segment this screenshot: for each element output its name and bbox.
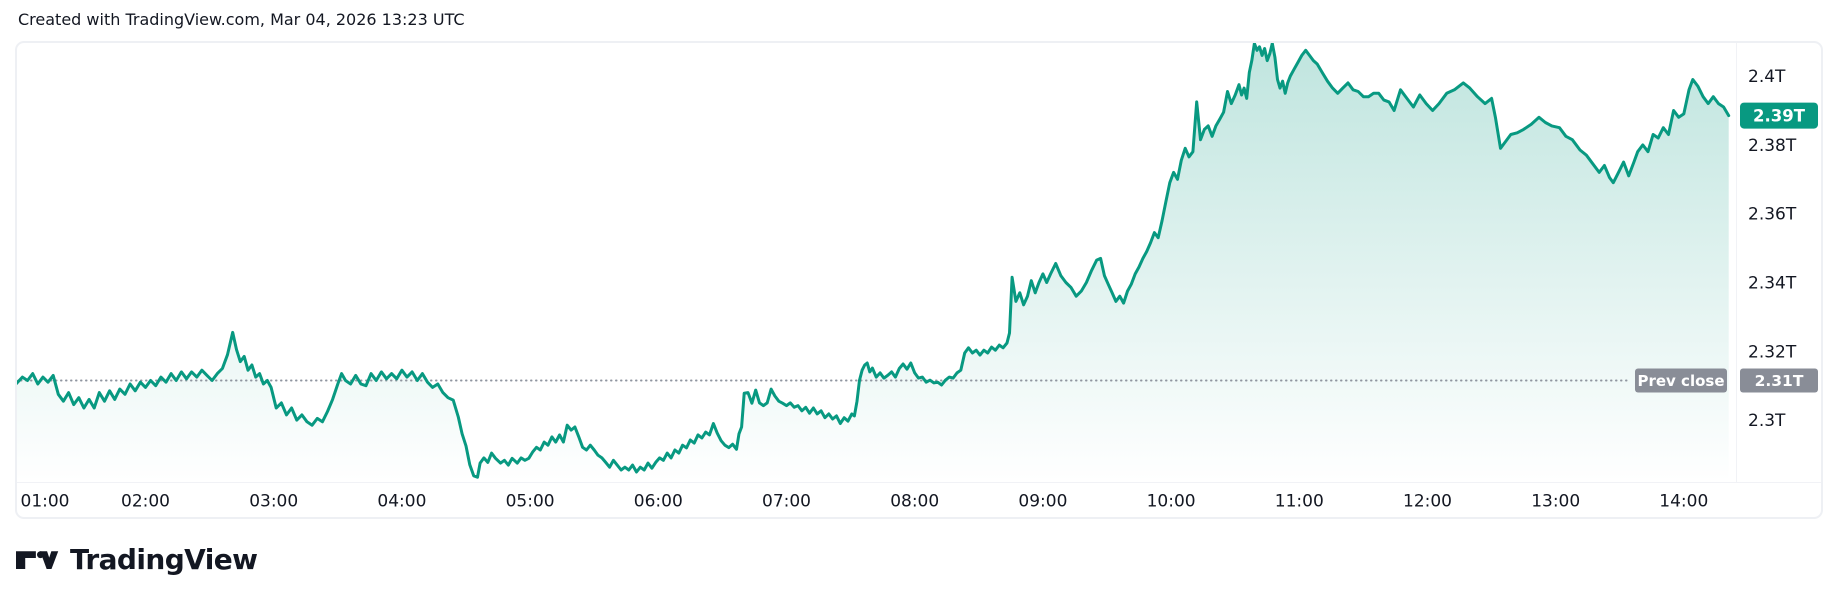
time-axis-label: 11:00: [1275, 492, 1324, 512]
plot-area[interactable]: Prev close: [15, 41, 1731, 483]
price-tick-label: 2.34T: [1748, 274, 1797, 294]
prev-close-badge: [1635, 368, 1727, 393]
time-axis-label: 04:00: [377, 492, 426, 512]
time-axis-label: 08:00: [890, 492, 939, 512]
tradingview-brand-link[interactable]: TradingView: [16, 543, 258, 577]
time-axis-label: 09:00: [1018, 492, 1067, 512]
price-tick-label: 2.4T: [1748, 67, 1786, 87]
time-axis-label: 12:00: [1403, 492, 1452, 512]
time-axis-label: 14:00: [1659, 492, 1708, 512]
chart-frame: [15, 41, 1823, 519]
time-axis-label: 02:00: [121, 492, 170, 512]
prev-close-value-badge: [1740, 368, 1818, 393]
brand-name: TradingView: [70, 543, 258, 576]
time-axis-label: 13:00: [1531, 492, 1580, 512]
time-axis-label: 10:00: [1147, 492, 1196, 512]
current-price-badge-label: 2.39T: [1753, 107, 1806, 126]
price-line: [15, 41, 1731, 479]
chart-card: Prev close 2.4T 2.38T 2.36T 2.34T 2.32T 2.3T 2…: [15, 41, 1823, 519]
time-axis[interactable]: 01:00 02:00 03:00 04:00 05:00 06:00 07:00 08:00…: [21, 492, 1709, 512]
area-fill: [16, 43, 1729, 483]
time-axis-label: 07:00: [762, 492, 811, 512]
tradingview-logo-icon: [16, 550, 59, 569]
time-axis-label: 05:00: [506, 492, 555, 512]
time-axis-label: 06:00: [634, 492, 683, 512]
price-axis[interactable]: 2.4T 2.38T 2.36T 2.34T 2.32T 2.3T 2.39T 2.31T: [1740, 67, 1818, 431]
chart-border: [15, 41, 1823, 519]
prev-close-badge-label: Prev close: [1637, 372, 1724, 390]
attribution-text: Created with TradingView.com, Mar 04, 20…: [18, 10, 465, 29]
price-tick-label: 2.36T: [1748, 205, 1797, 225]
price-tick-label: 2.3T: [1748, 411, 1786, 431]
time-axis-label: 03:00: [249, 492, 298, 512]
market-cap-chart[interactable]: Prev close 2.4T2.38T2.36T2.34T2.32T2.3T2…: [15, 41, 1823, 519]
current-price-badge: [1740, 102, 1818, 129]
prev-close-value-label: 2.31T: [1755, 372, 1804, 390]
time-axis-label: 01:00: [21, 492, 70, 512]
price-tick-label: 2.38T: [1748, 136, 1797, 156]
price-tick-label: 2.32T: [1748, 342, 1797, 362]
